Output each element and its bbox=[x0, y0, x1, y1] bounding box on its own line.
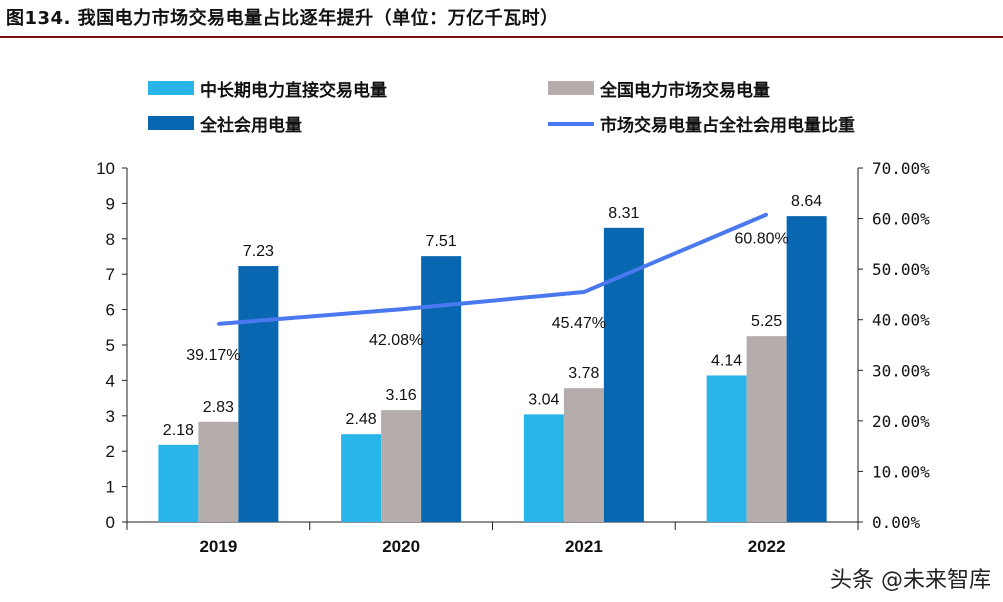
bar bbox=[746, 336, 787, 522]
y-right-tick-label: 70.00% bbox=[872, 159, 930, 178]
bar bbox=[706, 375, 747, 522]
bar bbox=[603, 227, 644, 523]
bar-value-label: 2.18 bbox=[163, 422, 194, 439]
y-left-tick-label: 7 bbox=[106, 265, 115, 284]
x-tick-label: 2019 bbox=[199, 537, 237, 556]
bar bbox=[786, 216, 827, 523]
legend-swatch bbox=[148, 81, 194, 95]
bar-value-label: 4.14 bbox=[711, 352, 742, 369]
ratio-point bbox=[765, 213, 769, 217]
y-right-tick-label: 20.00% bbox=[872, 412, 930, 431]
y-left-tick-label: 8 bbox=[106, 230, 115, 249]
bar-value-label: 3.16 bbox=[386, 387, 417, 404]
bar-value-label: 7.51 bbox=[426, 233, 457, 250]
bar-value-label: 8.31 bbox=[608, 205, 639, 222]
bar bbox=[523, 414, 564, 522]
bar bbox=[238, 266, 279, 522]
bar-value-label: 7.23 bbox=[243, 243, 274, 260]
y-left-tick-label: 0 bbox=[106, 513, 115, 532]
ratio-point bbox=[399, 307, 403, 311]
bar bbox=[381, 410, 422, 522]
legend-swatch bbox=[548, 81, 594, 95]
bar-value-label: 8.64 bbox=[791, 193, 822, 210]
bar-value-label: 2.83 bbox=[203, 399, 234, 416]
x-tick-label: 2021 bbox=[565, 537, 603, 556]
ratio-value-label: 45.47% bbox=[552, 315, 606, 332]
legend-label: 中长期电力直接交易电量 bbox=[200, 80, 387, 101]
y-left-tick-label: 6 bbox=[106, 301, 115, 320]
bar bbox=[198, 421, 239, 522]
ratio-point bbox=[582, 290, 586, 294]
bar-value-label: 3.78 bbox=[568, 365, 599, 382]
legend-label: 全国电力市场交易电量 bbox=[599, 80, 770, 101]
watermark: 头条 @未来智库 bbox=[830, 568, 991, 593]
title-divider bbox=[0, 36, 1003, 38]
chart-title: 图134. 我国电力市场交易电量占比逐年提升（单位：万亿千瓦时） bbox=[6, 8, 559, 29]
ratio-point bbox=[216, 322, 220, 326]
ratio-line bbox=[218, 212, 768, 326]
x-tick-label: 2022 bbox=[748, 537, 786, 556]
legend-swatch bbox=[148, 116, 194, 130]
y-left-tick-label: 3 bbox=[106, 407, 115, 426]
bar-value-label: 5.25 bbox=[751, 313, 782, 330]
y-left-tick-label: 2 bbox=[106, 442, 115, 461]
y-right-tick-label: 40.00% bbox=[872, 311, 930, 330]
ratio-value-label: 60.80% bbox=[734, 231, 788, 248]
bar-value-label: 2.48 bbox=[346, 411, 377, 428]
y-left-tick-label: 1 bbox=[106, 478, 115, 497]
legend-label: 全社会用电量 bbox=[199, 115, 302, 136]
y-left-tick-label: 4 bbox=[106, 371, 115, 390]
y-right-tick-label: 30.00% bbox=[872, 361, 930, 380]
y-right-tick-label: 50.00% bbox=[872, 260, 930, 279]
y-left-tick-label: 9 bbox=[106, 194, 115, 213]
y-left-tick-label: 5 bbox=[106, 336, 115, 355]
y-right-tick-label: 10.00% bbox=[872, 462, 930, 481]
y-right-tick-label: 0.00% bbox=[872, 513, 921, 532]
bar bbox=[341, 434, 382, 522]
bar-value-label: 3.04 bbox=[528, 391, 559, 408]
bar bbox=[158, 444, 199, 522]
bar bbox=[421, 256, 462, 522]
ratio-value-label: 39.17% bbox=[186, 347, 240, 364]
x-tick-label: 2020 bbox=[382, 537, 420, 556]
bar bbox=[563, 388, 604, 522]
ratio-value-label: 42.08% bbox=[369, 332, 423, 349]
legend-label: 市场交易电量占全社会用电量比重 bbox=[600, 115, 855, 136]
y-left-tick-label: 10 bbox=[96, 159, 115, 178]
y-right-tick-label: 60.00% bbox=[872, 210, 930, 229]
